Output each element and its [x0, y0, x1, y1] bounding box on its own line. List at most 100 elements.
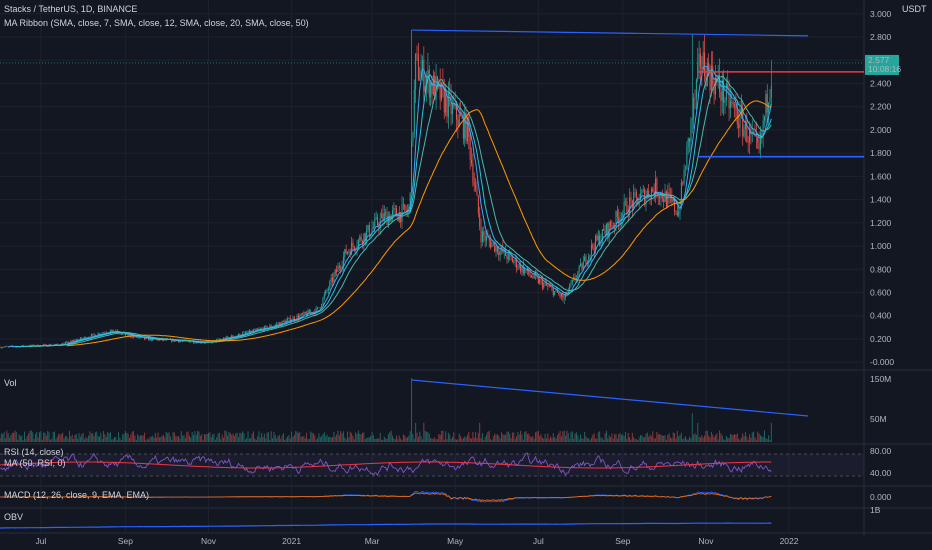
volume-bar: [705, 430, 707, 442]
candle-body: [577, 272, 579, 279]
candle-body: [487, 235, 489, 238]
volume-bar: [758, 433, 760, 442]
candle-body: [280, 322, 282, 326]
macd-pane[interactable]: [0, 490, 772, 503]
volume-bar: [58, 433, 60, 442]
volume-bar: [712, 434, 714, 442]
volume-bar: [449, 434, 451, 442]
candle-body: [552, 288, 554, 296]
candle-body: [600, 240, 602, 246]
volume-bar: [71, 434, 73, 442]
candle-body: [495, 245, 497, 252]
volume-bar: [724, 439, 726, 442]
price-tick-label: -0.000: [870, 357, 894, 367]
volume-bar: [701, 435, 703, 442]
time-tick-label: May: [447, 536, 464, 546]
candle-body: [94, 334, 96, 337]
volume-bar: [374, 439, 376, 442]
candle-body: [729, 101, 731, 109]
candle-body: [618, 216, 620, 224]
volume-bar: [26, 436, 28, 442]
volume-bar: [660, 434, 662, 442]
volume-bar: [214, 439, 216, 442]
obv-pane[interactable]: [0, 522, 772, 529]
macd-legend[interactable]: MACD (12, 26, close, 9, EMA, EMA): [4, 490, 153, 500]
volume-bar: [251, 433, 253, 442]
volume-bar: [4, 438, 6, 442]
candle-body: [341, 266, 343, 269]
candle-body: [109, 330, 111, 333]
candle-body: [85, 337, 87, 339]
volume-bar: [323, 432, 325, 442]
volume-bar: [589, 439, 591, 442]
volume-bar: [274, 435, 276, 442]
volume-bar: [592, 434, 594, 442]
volume-legend[interactable]: Vol: [4, 378, 21, 388]
candle-body: [456, 102, 458, 120]
candle-body: [364, 233, 366, 241]
price-pane[interactable]: [0, 29, 864, 349]
volume-bar: [695, 434, 697, 442]
volume-bar: [451, 436, 453, 442]
volume-bar: [683, 438, 685, 442]
volume-bar: [302, 436, 304, 442]
volume-bar: [263, 433, 265, 442]
volume-bar: [638, 437, 640, 442]
volume-bar: [664, 435, 666, 442]
candle-body: [505, 249, 507, 256]
obv-legend[interactable]: OBV: [4, 512, 27, 522]
candle-body: [236, 335, 238, 337]
axes: 3.0002.8002.6002.4002.2002.0001.8001.600…: [35, 9, 901, 546]
candle-body: [648, 190, 650, 198]
volume-bar: [759, 435, 761, 442]
volume-bar: [453, 432, 455, 442]
candle-body: [342, 256, 344, 267]
rsi-legend[interactable]: RSI (14, close): [4, 447, 68, 457]
volume-bar: [633, 437, 635, 442]
volume-bar: [361, 432, 363, 442]
ma-ribbon-legend[interactable]: MA Ribbon (SMA, close, 7, SMA, close, 12…: [4, 18, 313, 28]
candle-body: [460, 113, 462, 117]
volume-bar: [740, 437, 742, 442]
volume-tick-label: 150M: [870, 374, 891, 384]
volume-bar: [119, 437, 121, 442]
volume-pane[interactable]: [0, 378, 809, 442]
volume-bar: [630, 439, 632, 442]
volume-bar: [475, 431, 477, 442]
volume-bar: [163, 434, 165, 442]
volume-bar: [113, 437, 115, 442]
candle-body: [157, 339, 159, 341]
volume-bar: [671, 438, 673, 442]
volume-bar: [288, 435, 290, 442]
candle-body: [128, 334, 130, 336]
candle-body: [404, 204, 406, 211]
candle-body: [336, 269, 338, 272]
candle-body: [381, 213, 383, 219]
volume-bar: [761, 436, 763, 442]
time-tick-label: Nov: [698, 536, 714, 546]
candle-body: [284, 321, 286, 324]
candle-body: [398, 212, 400, 222]
rsi-ma-legend[interactable]: MA (50, RSI, 0): [4, 458, 70, 468]
candle-body: [327, 288, 329, 291]
candle-body: [488, 237, 490, 241]
candle-body: [462, 116, 464, 139]
volume-bar: [108, 433, 110, 442]
volume-bar: [265, 438, 267, 442]
volume-bar: [732, 434, 734, 442]
candle-body: [47, 346, 49, 347]
volume-bar: [34, 433, 36, 442]
volume-bar: [661, 435, 663, 442]
rsi-pane[interactable]: [0, 452, 864, 477]
volume-bar: [32, 432, 34, 442]
candle-body: [646, 190, 648, 197]
volume-bar: [447, 432, 449, 442]
volume-bar: [22, 439, 24, 442]
volume-bar: [239, 432, 241, 442]
candle-body: [178, 340, 180, 342]
volume-bar: [203, 434, 205, 442]
candle-body: [194, 342, 196, 344]
volume-bar: [511, 432, 513, 442]
candle-body: [439, 81, 441, 100]
